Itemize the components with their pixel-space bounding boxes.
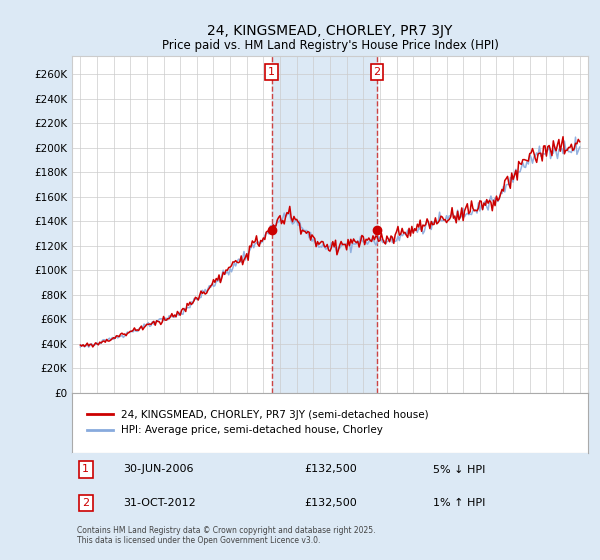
Text: 24, KINGSMEAD, CHORLEY, PR7 3JY: 24, KINGSMEAD, CHORLEY, PR7 3JY — [208, 24, 452, 38]
Text: 1% ↑ HPI: 1% ↑ HPI — [433, 498, 485, 508]
Text: Contains HM Land Registry data © Crown copyright and database right 2025.
This d: Contains HM Land Registry data © Crown c… — [77, 526, 376, 545]
Text: 5% ↓ HPI: 5% ↓ HPI — [433, 464, 485, 474]
Text: £132,500: £132,500 — [304, 498, 357, 508]
Text: 1: 1 — [82, 464, 89, 474]
Text: Price paid vs. HM Land Registry's House Price Index (HPI): Price paid vs. HM Land Registry's House … — [161, 39, 499, 53]
Text: 1: 1 — [268, 67, 275, 77]
Text: 2: 2 — [82, 498, 89, 508]
Bar — [272, 56, 377, 393]
Text: 2: 2 — [374, 67, 380, 77]
Text: 30-JUN-2006: 30-JUN-2006 — [124, 464, 194, 474]
Legend: 24, KINGSMEAD, CHORLEY, PR7 3JY (semi-detached house), HPI: Average price, semi-: 24, KINGSMEAD, CHORLEY, PR7 3JY (semi-de… — [82, 406, 433, 440]
Text: 31-OCT-2012: 31-OCT-2012 — [124, 498, 196, 508]
Text: £132,500: £132,500 — [304, 464, 357, 474]
